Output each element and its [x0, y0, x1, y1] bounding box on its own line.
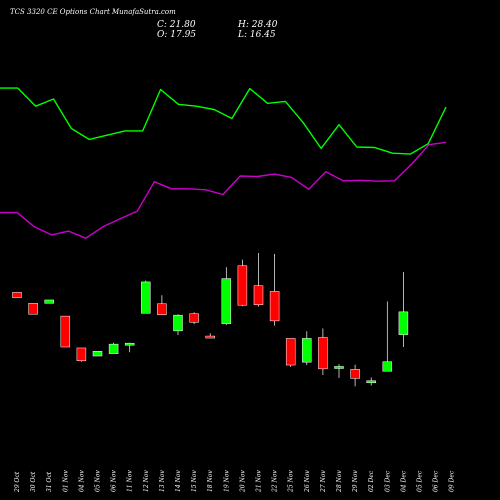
x-tick-label: 02 Dec: [368, 470, 375, 492]
candle-body: [108, 343, 119, 354]
candle: [253, 252, 264, 307]
candle-body: [221, 278, 232, 324]
candle-body: [253, 285, 264, 305]
x-tick-label: 22 Nov: [272, 470, 279, 493]
x-tick-label: 05 Dec: [417, 470, 424, 492]
x-tick-label: 27 Nov: [320, 470, 327, 493]
candle-body: [350, 369, 360, 379]
x-tick-label: 25 Nov: [288, 470, 295, 493]
candle: [189, 312, 199, 325]
x-tick-label: 13 Nov: [159, 470, 166, 492]
candle: [108, 342, 119, 354]
quote-close: C: 21.80: [157, 20, 196, 30]
quote-open: O: 17.95: [157, 30, 196, 40]
indicator-line-2: [0, 141, 447, 239]
candle: [60, 315, 71, 348]
x-tick-label: 01 Nov: [62, 470, 69, 492]
candle-body: [382, 361, 393, 372]
candle: [12, 292, 22, 298]
candle-body: [398, 311, 409, 335]
x-tick-label: 28 Nov: [336, 470, 343, 493]
candle: [124, 342, 135, 353]
candles: [12, 252, 409, 387]
x-tick-label: 15 Nov: [191, 470, 198, 492]
candle-body: [173, 314, 183, 332]
candle: [398, 271, 409, 347]
x-tick-label: 21 Nov: [256, 470, 263, 493]
x-tick-label: 04 Dec: [400, 470, 407, 492]
x-tick-label: 31 Oct: [46, 471, 53, 492]
candle-body: [269, 291, 280, 322]
candle: [318, 328, 328, 376]
candle-body: [157, 303, 167, 315]
x-tick-label: 06 Dec: [433, 470, 440, 492]
quote-low: L: 16.45: [237, 30, 276, 40]
x-tick-label: 09 Dec: [449, 470, 456, 492]
candle-body: [124, 342, 135, 346]
candle: [334, 364, 344, 378]
candle-body: [12, 292, 22, 298]
candle-body: [237, 265, 248, 306]
candle-body: [76, 347, 87, 362]
candle: [157, 295, 167, 316]
x-tick-label: 29 Oct: [14, 471, 21, 493]
candle: [221, 267, 232, 326]
x-tick-label: 04 Nov: [78, 470, 85, 492]
candle-body: [60, 315, 71, 348]
x-tick-label: 12 Nov: [143, 470, 150, 492]
candle-body: [28, 303, 38, 315]
candle: [350, 364, 360, 387]
candle-body: [285, 338, 296, 366]
candle-body: [44, 299, 54, 304]
candle: [382, 301, 393, 372]
candle: [173, 314, 183, 336]
x-tick-label: 06 Nov: [111, 470, 118, 492]
candle-body: [205, 335, 215, 339]
x-tick-label: 20 Nov: [239, 470, 246, 493]
indicator-lines: [0, 87, 447, 239]
candle: [237, 259, 248, 307]
candle: [366, 377, 376, 386]
x-tick-label: 19 Nov: [223, 470, 230, 492]
candle: [269, 253, 280, 326]
candle-body: [366, 380, 376, 383]
quote-high: H: 28.40: [237, 20, 278, 30]
x-tick-label: 26 Nov: [304, 470, 311, 493]
candle: [28, 303, 38, 315]
candle-body: [334, 366, 344, 369]
x-tick-label: 14 Nov: [175, 470, 182, 492]
x-tick-label: 11 Nov: [127, 470, 134, 492]
candle: [205, 333, 215, 339]
candle-body: [141, 281, 151, 314]
x-tick-label: 30 Oct: [30, 471, 37, 492]
candle-body: [189, 313, 199, 323]
candle: [44, 299, 54, 304]
x-tick-label: 29 Nov: [352, 470, 359, 493]
x-tick-label: 03 Dec: [384, 470, 391, 492]
candle: [92, 351, 103, 357]
candle: [285, 338, 296, 367]
candle-body: [302, 338, 312, 363]
indicator-line-1: [0, 87, 447, 155]
candle: [141, 280, 151, 314]
candle-body: [318, 337, 328, 370]
candle: [76, 347, 87, 362]
x-axis-labels: 29 Oct 30 Oct 31 Oct 01 Nov 04 Nov 05 Nov 06 N…: [14, 470, 456, 493]
x-tick-label: 18 Nov: [207, 470, 214, 492]
x-tick-label: 05 Nov: [95, 470, 102, 492]
candle-body: [92, 351, 103, 357]
candle: [302, 331, 312, 366]
chart-title: TCS 3320 CE Options Chart MunafaSutra.co…: [10, 8, 176, 16]
